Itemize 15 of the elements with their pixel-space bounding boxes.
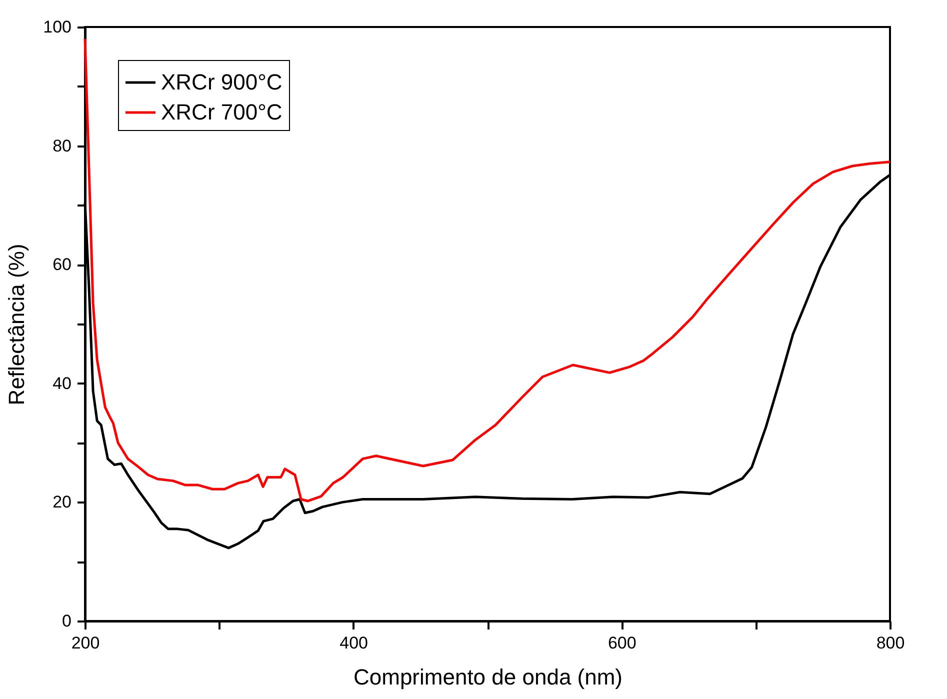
y-tick-label: 0	[62, 612, 72, 630]
legend-label: XRCr 700°C	[161, 100, 282, 124]
y-tick-label: 100	[43, 18, 72, 36]
x-tick-label: 400	[340, 634, 368, 652]
x-tick-label: 600	[608, 634, 636, 652]
x-tick-label: 200	[71, 634, 100, 652]
x-axis-title: Comprimento de onda (nm)	[353, 664, 623, 690]
line-series	[84, 38, 892, 502]
y-tick-label: 40	[52, 374, 72, 393]
y-tick-label: 60	[52, 255, 72, 274]
y-tick-label: 20	[52, 492, 72, 512]
y-axis-title: Reflectância (%)	[4, 244, 30, 406]
y-tick-label: 80	[52, 136, 72, 156]
legend-label: XRCr 900°C	[161, 70, 282, 94]
x-tick-label: 800	[876, 634, 905, 652]
